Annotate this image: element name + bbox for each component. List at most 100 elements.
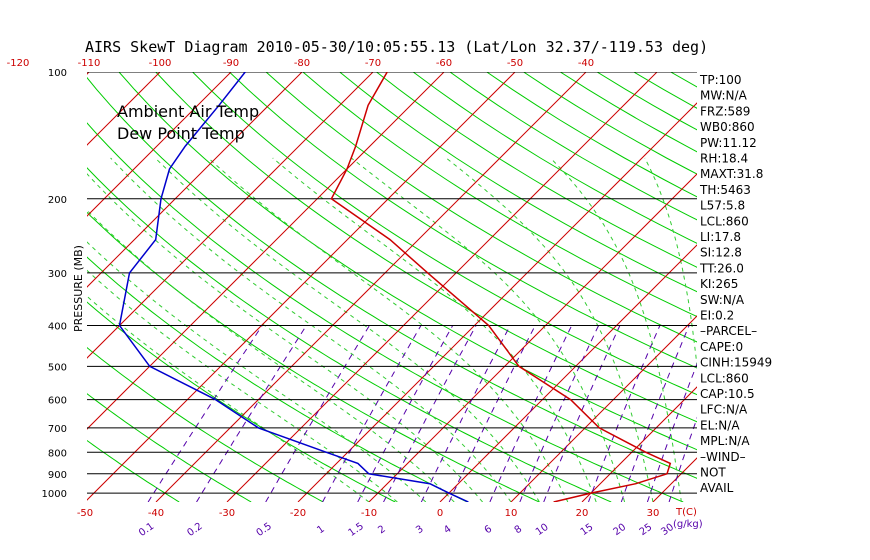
isotherm-line: [368, 173, 697, 502]
sidebar-index-item: AVAIL: [700, 481, 734, 495]
sidebar-index-item: CAPE:0: [700, 340, 743, 354]
sidebar-index-item: TH:5463: [699, 183, 751, 197]
sidebar-index-item: MW:N/A: [700, 89, 748, 103]
mixing-ratio-line: [489, 325, 573, 502]
sidebar-index-item: WB0:860: [700, 120, 755, 134]
pressure-tick-label: 400: [48, 322, 67, 333]
bottom-tick-label: -10: [361, 508, 377, 519]
mixing-ratio-line: [448, 325, 536, 502]
mixing-ratio-tick-label: 8: [513, 524, 525, 537]
mixing-ratio-tick-label: 2: [376, 524, 388, 537]
dry-adiabat-line: [818, 72, 870, 502]
mixing-ratio-line: [265, 325, 370, 502]
mixing-ratio-tick-label: 0.1: [137, 521, 156, 539]
mixing-ratio-tick-label: 1.5: [347, 521, 366, 539]
sidebar-index-item: –WIND–: [700, 450, 746, 464]
mixing-ratio-line: [147, 325, 263, 502]
mixing-ratio-line: [519, 325, 600, 502]
mixing-ratio-lines: [147, 325, 697, 502]
pressure-tick-label: 600: [48, 396, 67, 407]
dry-adiabat-line: [781, 72, 870, 502]
isotherm-line: [439, 244, 697, 502]
top-tick-label: -80: [294, 58, 310, 69]
mixing-ratio-tick-label: 15: [579, 522, 596, 538]
isotherm-line: [87, 72, 232, 217]
mixing-ratio-tick-label: 20: [611, 522, 628, 538]
isotherm-line: [866, 72, 870, 502]
top-tick-label: -60: [436, 58, 452, 69]
sidebar-index-item: LCL:860: [700, 371, 749, 385]
isotherm-line: [795, 72, 870, 502]
sidebar-index-item: SW:N/A: [700, 293, 745, 307]
sidebar-index-item: MPL:N/A: [700, 434, 750, 448]
top-tick-label: -70: [365, 58, 381, 69]
pressure-tick-label: 900: [48, 470, 67, 481]
dry-adiabat-line: [87, 393, 252, 502]
pressure-tick-label: 300: [48, 269, 67, 280]
dewpoint-profile-line: [118, 72, 469, 502]
isobars: [87, 72, 697, 494]
moist-adiabat-line: [87, 269, 398, 502]
dry-adiabat-line: [744, 72, 870, 502]
moist-adiabat-line: [445, 157, 654, 502]
dry-adiabat-line: [229, 72, 697, 369]
sidebar-index-item: TP:100: [699, 73, 742, 87]
dry-adiabat-line: [87, 122, 684, 502]
mixing-ratio-tick-label: 10: [534, 522, 551, 538]
top-tick-labels: -120 -110 -100 -90 -80 -70 -60 -50 -40: [7, 58, 595, 69]
dry-adiabat-line: [339, 72, 697, 293]
dry-adiabat-line: [155, 72, 697, 423]
bottom-tick-labels: -50 -40 -30 -20 -10 0 10 20 30: [77, 508, 660, 519]
profile-series: [118, 72, 672, 502]
moist-adiabat-line: [272, 157, 597, 502]
moist-adiabat-line: [87, 295, 370, 502]
dry-adiabat-line: [87, 347, 324, 502]
sidebar-index-item: LI:17.8: [700, 230, 741, 244]
temperature-profile-line: [330, 72, 672, 502]
sidebar-index-item: LCL:860: [700, 214, 749, 228]
bottom-tick-label: -50: [77, 508, 93, 519]
legend: Ambient Air Temp Dew Point Temp: [117, 102, 259, 143]
top-tick-label: -120: [7, 58, 30, 69]
mixing-ratio-tick-label: 0.2: [185, 521, 204, 539]
moist-adiabat-line: [208, 157, 569, 502]
moist-adiabat-line: [350, 157, 626, 502]
pressure-tick-label: 1000: [42, 489, 67, 500]
mixing-ratio-tick-label: 25: [638, 522, 655, 538]
dry-adiabat-line: [855, 72, 870, 502]
sidebar-index-item: NOT: [700, 466, 726, 480]
pressure-tick-label: 800: [48, 448, 67, 459]
mixing-ratio-line: [357, 325, 454, 502]
sidebar-index-item: –PARCEL–: [700, 324, 757, 338]
isotherm-line: [226, 72, 658, 502]
isotherm-line: [510, 315, 697, 502]
isotherm-line: [297, 102, 697, 502]
mixing-ratio-line: [646, 362, 697, 502]
isotherm-line: [0, 72, 18, 502]
mixing-ratio-line: [543, 325, 621, 502]
y-axis-label: PRESSURE (MB): [72, 245, 85, 332]
isotherm-line: [87, 72, 374, 359]
isotherm-line: [87, 72, 303, 288]
bottom-tick-label: 20: [576, 508, 589, 519]
bottom-tick-label: -30: [219, 508, 235, 519]
top-tick-label: -50: [507, 58, 523, 69]
top-tick-label: -90: [223, 58, 239, 69]
isotherm-line: [87, 72, 516, 501]
sidebar-index-item: SI:12.8: [700, 246, 742, 260]
sidebar-index-item: PW:11.12: [700, 136, 757, 150]
sidebar-index-item: EI:0.2: [700, 309, 734, 323]
mixing-ratio-line: [420, 325, 511, 502]
dry-adiabat-line: [87, 167, 612, 502]
dry-adiabat-line: [302, 72, 697, 318]
sidebar-index-item: MAXT:31.8: [700, 167, 763, 181]
sidebar-index-item: CINH:15949: [700, 356, 772, 370]
mixing-ratio-tick-label: 0.5: [255, 521, 274, 539]
bottom-tick-label: 0: [437, 508, 443, 519]
mixing-ratio-tick-label: 6: [483, 524, 495, 537]
moist-adiabat-line: [644, 157, 697, 370]
sidebar-index-item: LFC:N/A: [700, 403, 748, 417]
mixing-ratio-tick-label: 3: [414, 524, 426, 537]
